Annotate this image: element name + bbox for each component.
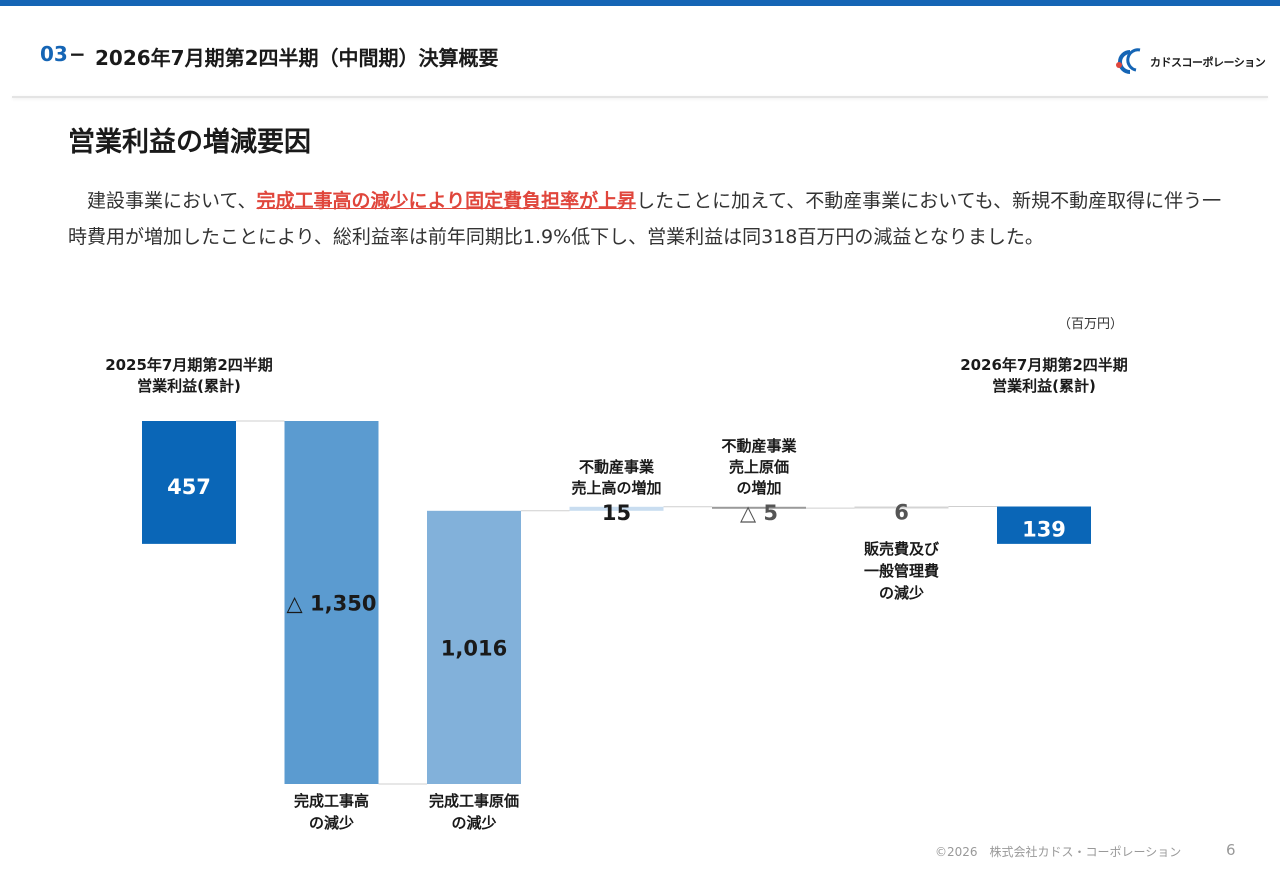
footer-copyright: ©2026 株式会社カドス・コーポレーション xyxy=(935,845,1182,859)
category-label-1: 2025年7月期第2四半期営業利益(累計) xyxy=(105,356,273,395)
bar-4 xyxy=(569,506,664,511)
bar-value-label-7: 139 xyxy=(1022,518,1066,542)
bar-7 xyxy=(997,506,1091,544)
section-title: 2026年7月期第2四半期（中間期）決算概要 xyxy=(95,46,499,70)
bar-value-label-1: 457 xyxy=(167,475,211,499)
slide-header: 03 − 2026年7月期第2四半期（中間期）決算概要 カドスコーポレーション xyxy=(0,6,1280,98)
bar-value-label-6: 6 xyxy=(894,501,909,525)
bar-value-label-5: △ 5 xyxy=(740,501,778,525)
summary-text-post: したことに加えて、不動産事業においても、新規不動産取得に伴う一時費用が増加したこ… xyxy=(68,190,1222,248)
section-dash: − xyxy=(69,42,86,66)
category-label-5: 不動産事業売上原価の増加 xyxy=(721,437,797,497)
bar-2 xyxy=(284,421,379,784)
chart-unit-label: （百万円） xyxy=(1058,317,1124,332)
logo-mark-icon xyxy=(1116,48,1141,74)
header-divider xyxy=(12,96,1268,98)
bar-value-label-4: 15 xyxy=(602,501,631,525)
category-label-6: 販売費及び一般管理費の減少 xyxy=(864,540,939,602)
logo-text: カドスコーポレーション xyxy=(1150,56,1266,69)
category-label-4: 不動産事業売上高の増加 xyxy=(571,458,661,497)
category-label-3: 完成工事原価の減少 xyxy=(429,792,519,832)
bar-6 xyxy=(854,506,949,509)
bar-3 xyxy=(427,510,521,784)
top-accent-bar xyxy=(0,0,1280,6)
section-number: 03 xyxy=(40,42,68,66)
bar-value-label-2: △ 1,350 xyxy=(287,592,377,616)
bar-5 xyxy=(712,506,806,509)
category-label-7: 2026年7月期第2四半期営業利益(累計) xyxy=(960,356,1128,395)
page-heading: 営業利益の増減要因 xyxy=(68,127,311,158)
summary-paragraph: 建設事業において、完成工事高の減少により固定費負担率が上昇したことに加えて、不動… xyxy=(68,183,1228,255)
summary-text-pre: 建設事業において、 xyxy=(68,190,257,212)
bar-value-label-3: 1,016 xyxy=(441,636,507,660)
summary-highlight: 完成工事高の減少により固定費負担率が上昇 xyxy=(256,190,637,212)
company-logo: カドスコーポレーション xyxy=(1110,46,1266,76)
category-label-2: 完成工事高の減少 xyxy=(294,792,369,832)
bar-1 xyxy=(142,421,236,544)
page-number: 6 xyxy=(1226,841,1236,859)
